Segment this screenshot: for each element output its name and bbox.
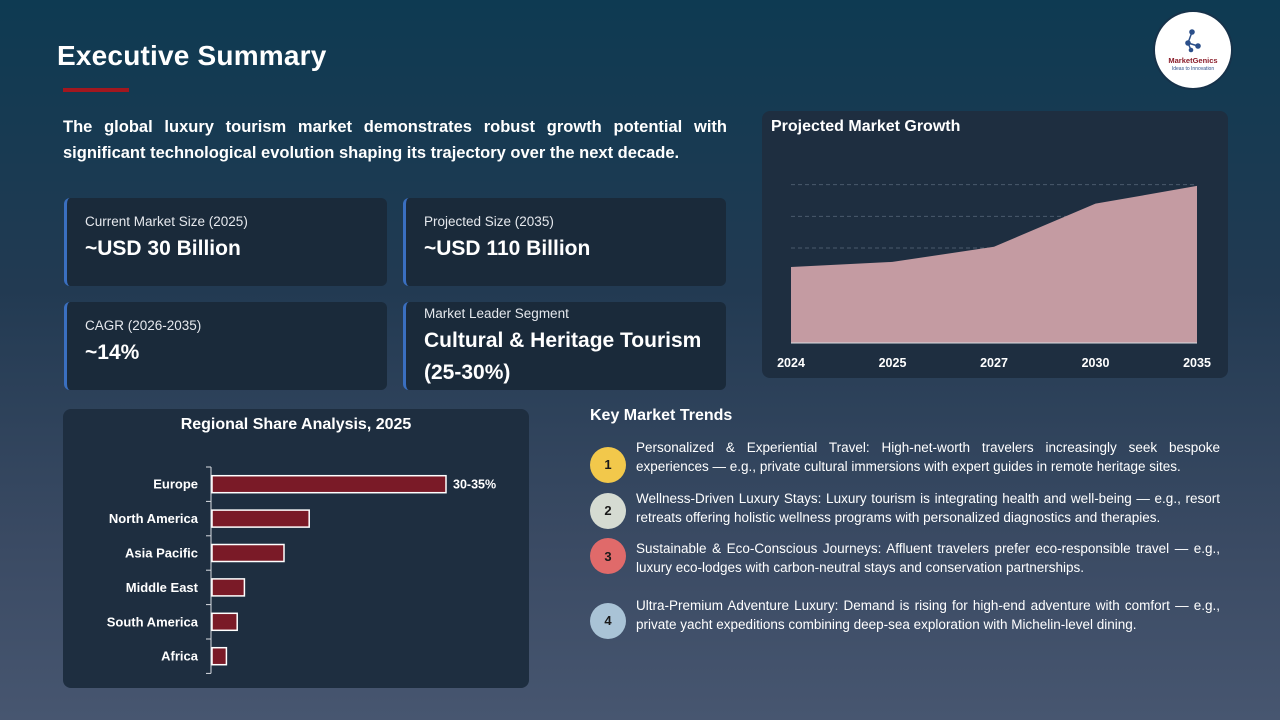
kpi-label: CAGR (2026-2035)	[85, 318, 202, 333]
company-logo: MarketGenics Ideas to Innovation	[1155, 12, 1231, 88]
chart-title: Projected Market Growth	[771, 118, 961, 135]
bar	[211, 578, 246, 597]
area-series	[791, 185, 1197, 343]
kpi-card-projected-size: Projected Size (2035) ~USD 110 Billion	[403, 198, 726, 286]
kpi-label: Market Leader Segment	[424, 306, 569, 321]
x-tick-label: 2024	[777, 356, 805, 370]
category-label: Europe	[153, 477, 198, 492]
kpi-card-current-size: Current Market Size (2025) ~USD 30 Billi…	[64, 198, 387, 286]
kpi-card-cagr: CAGR (2026-2035) ~14%	[64, 302, 387, 390]
trend-text: Wellness-Driven Luxury Stays: Luxury tou…	[636, 490, 1220, 525]
area-chart: 2024 2025 2027 2030 2035	[777, 184, 1211, 370]
kpi-value: ~USD 30 Billion	[85, 237, 241, 260]
intro-paragraph: The global luxury tourism market demonst…	[63, 118, 727, 162]
chart-title: Regional Share Analysis, 2025	[180, 416, 412, 433]
trend-item: 3 Sustainable & Eco-Conscious Journeys: …	[590, 538, 1220, 578]
trends-title: Key Market Trends	[590, 407, 733, 424]
kpi-label: Current Market Size (2025)	[85, 214, 248, 229]
trend-item: 2 Wellness-Driven Luxury Stays: Luxury t…	[590, 489, 1220, 529]
trend-number-badge: 3	[590, 538, 626, 575]
x-tick-label: 2025	[879, 356, 907, 370]
trend-item: 4 Ultra-Premium Adventure Luxury: Demand…	[590, 596, 1220, 639]
bar-chart: Europe 30-35% North America Asia Pacific Mid…	[107, 466, 496, 674]
trend-text: Sustainable & Eco-Conscious Journeys: Af…	[636, 541, 1220, 576]
x-tick-label: 2030	[1082, 356, 1110, 370]
title-underline	[63, 88, 129, 92]
kpi-card-leader-segment: Market Leader Segment Cultural & Heritag…	[403, 302, 726, 390]
category-label: Middle East	[126, 580, 199, 595]
bar	[211, 543, 285, 563]
logo-name: MarketGenics	[1168, 56, 1218, 65]
bar	[211, 509, 310, 528]
x-tick-label: 2027	[980, 356, 1008, 370]
x-tick-label: 2035	[1183, 356, 1211, 370]
trend-number-badge: 1	[590, 447, 626, 483]
category-label: Asia Pacific	[125, 546, 198, 561]
regional-share-panel: Regional Share Analysis, 2025 Europe 30-3…	[63, 409, 529, 688]
trend-item: 1 Personalized & Experiential Travel: Hi…	[590, 438, 1220, 483]
category-label: North America	[109, 511, 199, 526]
projected-growth-panel: Projected Market Growth 2024 2025 2027 2030…	[762, 111, 1228, 378]
page-title: Executive Summary	[57, 40, 327, 71]
bar	[211, 474, 447, 494]
trends-list: 1 Personalized & Experiential Travel: Hi…	[590, 438, 1220, 646]
kpi-value: Cultural & Heritage Tourism (25-30%)	[424, 329, 702, 384]
network-icon	[1185, 29, 1201, 53]
trend-text: Personalized & Experiential Travel: High…	[636, 440, 1220, 475]
logo-tagline: Ideas to Innovation	[1171, 66, 1215, 72]
trend-number-badge: 4	[590, 602, 626, 639]
kpi-label: Projected Size (2035)	[424, 214, 554, 229]
category-label: South America	[107, 614, 199, 629]
trend-text: Ultra-Premium Adventure Luxury: Demand i…	[636, 597, 1220, 633]
bar	[211, 612, 238, 632]
kpi-value: ~USD 110 Billion	[424, 237, 591, 260]
bar	[211, 646, 228, 666]
trend-number-badge: 2	[590, 492, 626, 529]
kpi-value: ~14%	[85, 341, 140, 364]
data-label: 30-35%	[453, 478, 496, 492]
category-label: Africa	[161, 649, 199, 664]
